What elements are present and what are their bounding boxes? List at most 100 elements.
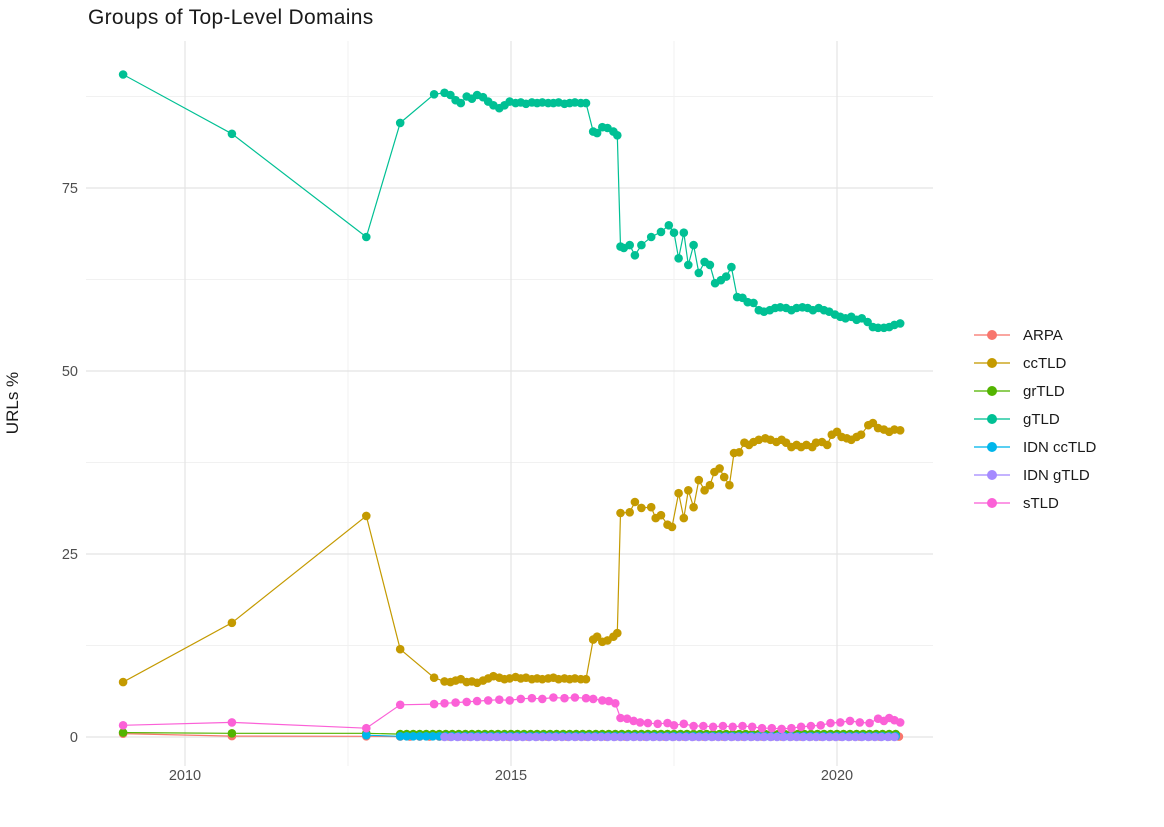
data-point — [805, 732, 814, 742]
data-point — [635, 718, 645, 727]
data-point — [865, 718, 874, 728]
data-point — [622, 714, 632, 723]
legend-dot-icon — [987, 470, 997, 480]
data-point — [118, 677, 128, 687]
data-point — [616, 508, 625, 518]
legend-dot-icon — [987, 442, 997, 452]
data-point — [877, 732, 886, 742]
data-point — [629, 716, 638, 726]
data-point — [766, 732, 775, 742]
data-point — [701, 732, 710, 742]
data-point — [581, 98, 591, 108]
data-point — [362, 730, 371, 740]
data-point — [727, 262, 736, 272]
data-point — [505, 732, 514, 742]
data-point — [674, 732, 684, 742]
data-point — [818, 732, 827, 742]
data-point — [635, 732, 645, 742]
data-point — [864, 732, 873, 742]
data-point — [798, 732, 808, 742]
axis-tick-labels: 0 25 50 75 2010 2015 2020 — [62, 181, 853, 784]
data-point — [747, 722, 757, 732]
gridlines-major — [86, 41, 933, 766]
data-point — [525, 732, 534, 742]
data-point — [661, 732, 671, 742]
legend-item-IDN-gTLD: IDN gTLD — [974, 461, 1096, 489]
data-point — [656, 510, 666, 520]
data-point — [362, 723, 371, 733]
data-point — [611, 699, 620, 708]
data-point — [674, 488, 683, 498]
legend-key-icon — [974, 327, 1010, 343]
data-point — [604, 696, 614, 706]
data-point — [870, 732, 880, 742]
legend-item-ccTLD: ccTLD — [974, 349, 1096, 377]
data-point — [844, 732, 853, 742]
data-point — [498, 732, 508, 742]
data-point — [472, 696, 482, 706]
data-point — [613, 628, 622, 638]
data-point — [663, 718, 672, 728]
gridlines-minor — [86, 41, 933, 766]
data-point — [472, 732, 482, 742]
legend-label: ccTLD — [1023, 354, 1067, 372]
data-point — [538, 694, 547, 704]
data-point — [689, 240, 698, 250]
data-point — [772, 732, 782, 742]
y-tick-label: 50 — [62, 364, 78, 380]
data-point — [728, 722, 737, 732]
data-point — [456, 98, 466, 108]
data-point — [625, 508, 634, 517]
data-point — [733, 732, 743, 742]
data-point — [440, 699, 449, 708]
data-point — [629, 732, 638, 742]
data-point — [653, 719, 662, 729]
y-tick-label: 0 — [70, 730, 78, 746]
data-point — [694, 732, 704, 742]
legend-key-icon — [974, 355, 1010, 371]
data-point — [767, 723, 777, 733]
series-gTLD — [118, 70, 905, 333]
data-point — [777, 724, 786, 734]
data-point — [890, 732, 899, 742]
legend-label: gTLD — [1023, 410, 1060, 428]
data-point — [792, 732, 801, 742]
data-point — [684, 486, 693, 495]
data-point — [440, 732, 449, 742]
data-point — [700, 486, 709, 495]
data-point — [857, 732, 867, 742]
data-point — [643, 718, 653, 728]
data-point — [669, 721, 679, 730]
data-point — [590, 732, 599, 742]
data-point — [453, 732, 462, 742]
data-point — [831, 732, 840, 742]
data-point — [560, 693, 569, 703]
data-point — [395, 644, 405, 654]
x-tick-label: 2020 — [821, 768, 853, 784]
chart-title: Groups of Top-Level Domains — [88, 6, 374, 29]
data-point — [557, 732, 567, 742]
legend-item-IDN-ccTLD: IDN ccTLD — [974, 433, 1096, 461]
data-point — [714, 732, 723, 742]
data-point — [837, 732, 847, 742]
data-point — [681, 732, 690, 742]
data-point — [740, 732, 749, 742]
data-point — [738, 721, 747, 731]
legend-dot-icon — [987, 330, 997, 340]
data-point — [679, 719, 689, 729]
data-point — [459, 732, 469, 742]
data-point — [718, 721, 728, 731]
data-point — [616, 713, 625, 723]
data-point — [749, 298, 758, 308]
data-point — [577, 732, 586, 742]
data-point — [592, 128, 602, 138]
legend-item-grTLD: grTLD — [974, 377, 1096, 405]
data-point — [531, 732, 541, 742]
data-point — [538, 732, 547, 742]
legend-item-ARPA: ARPA — [974, 321, 1096, 349]
data-point — [785, 732, 795, 742]
data-point — [669, 228, 679, 237]
data-point — [362, 511, 371, 521]
data-point — [694, 268, 704, 278]
